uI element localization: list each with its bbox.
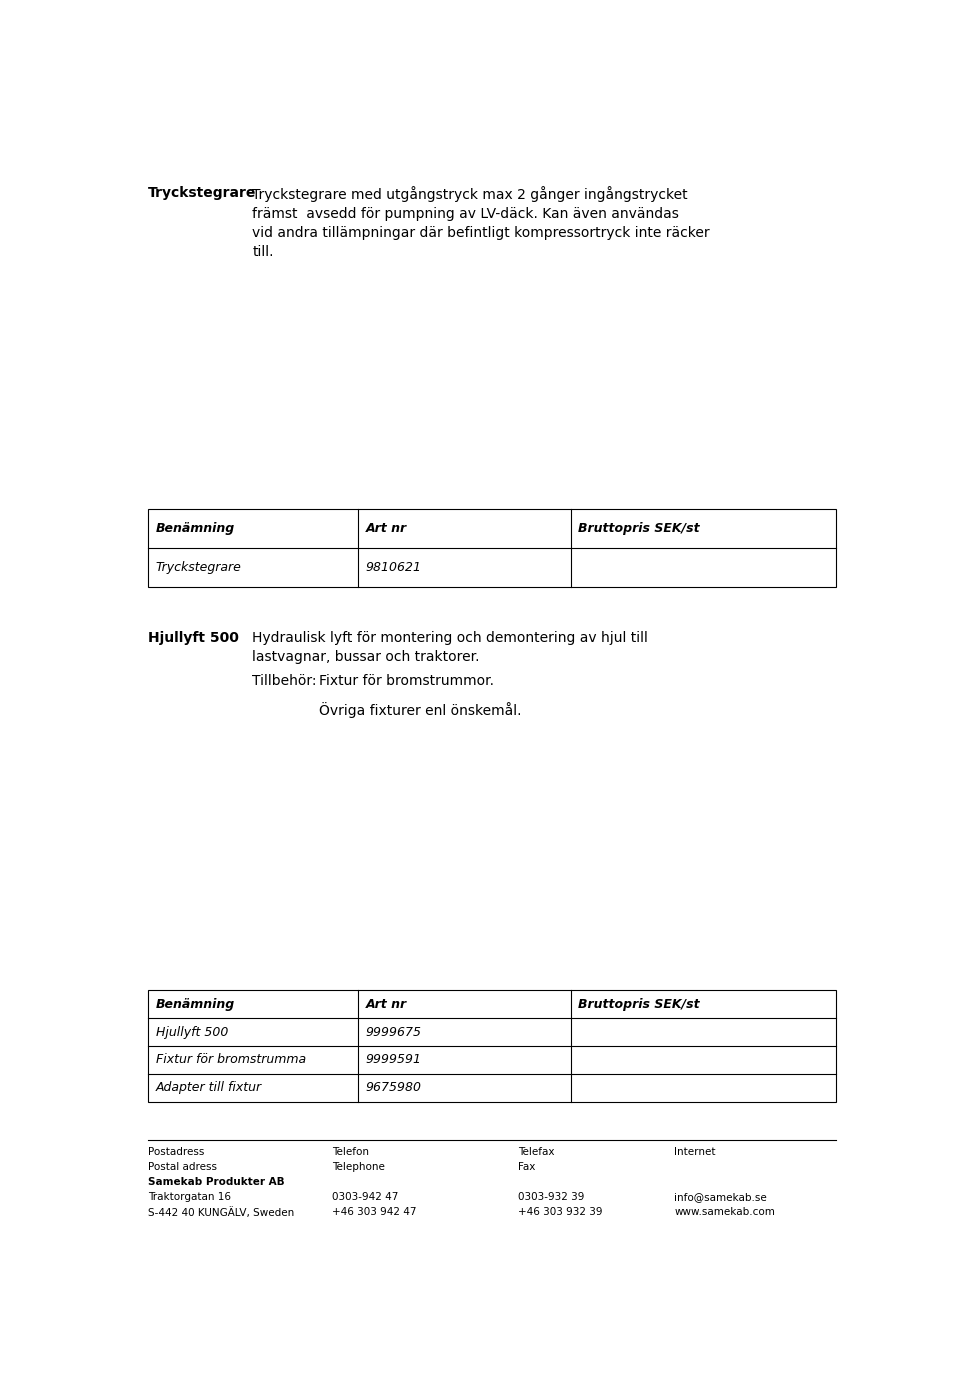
Text: Telefon: Telefon <box>332 1147 369 1157</box>
Text: Bruttopris SEK/st: Bruttopris SEK/st <box>579 522 700 535</box>
Text: info@samekab.se: info@samekab.se <box>674 1192 767 1201</box>
Text: 9810621: 9810621 <box>366 561 421 574</box>
Text: Bruttopris SEK/st: Bruttopris SEK/st <box>579 998 700 1011</box>
Text: Tryckstegrare: Tryckstegrare <box>148 187 256 200</box>
Text: Tillbehör:: Tillbehör: <box>252 674 317 688</box>
Text: Tryckstegrare med utgångstryck max 2 gånger ingångstrycket
främst  avsedd för pu: Tryckstegrare med utgångstryck max 2 gån… <box>252 187 710 259</box>
Text: Benämning: Benämning <box>156 998 235 1011</box>
Text: 0303-942 47: 0303-942 47 <box>332 1192 398 1201</box>
Text: Fax: Fax <box>518 1162 536 1172</box>
Text: +46 303 942 47: +46 303 942 47 <box>332 1207 417 1217</box>
Text: Postal adress: Postal adress <box>148 1162 217 1172</box>
Text: Fixtur för bromstrummor.: Fixtur för bromstrummor. <box>320 674 494 688</box>
Text: Art nr: Art nr <box>366 522 406 535</box>
Text: 9999675: 9999675 <box>366 1026 421 1038</box>
Bar <box>148 990 836 1101</box>
Bar <box>148 509 836 587</box>
Text: Tryckstegrare: Tryckstegrare <box>156 561 242 574</box>
Text: 9999591: 9999591 <box>366 1054 421 1066</box>
Text: Telephone: Telephone <box>332 1162 385 1172</box>
Text: Fixtur för bromstrumma: Fixtur för bromstrumma <box>156 1054 306 1066</box>
Text: Art nr: Art nr <box>366 998 406 1011</box>
Text: +46 303 932 39: +46 303 932 39 <box>518 1207 603 1217</box>
Text: www.samekab.com: www.samekab.com <box>674 1207 775 1217</box>
Text: Samekab Produkter AB: Samekab Produkter AB <box>148 1176 285 1187</box>
Text: Telefax: Telefax <box>518 1147 555 1157</box>
Text: Adapter till fixtur: Adapter till fixtur <box>156 1082 262 1094</box>
Text: Internet: Internet <box>674 1147 716 1157</box>
Text: S-442 40 KUNGÄLV, Sweden: S-442 40 KUNGÄLV, Sweden <box>148 1207 295 1218</box>
Text: Traktorgatan 16: Traktorgatan 16 <box>148 1192 231 1201</box>
Text: Hjullyft 500: Hjullyft 500 <box>148 631 239 644</box>
Text: Hydraulisk lyft för montering och demontering av hjul till
lastvagnar, bussar oc: Hydraulisk lyft för montering och demont… <box>252 631 648 664</box>
Text: Postadress: Postadress <box>148 1147 204 1157</box>
Text: Övriga fixturer enl önskemål.: Övriga fixturer enl önskemål. <box>320 702 522 718</box>
Text: Benämning: Benämning <box>156 522 235 535</box>
Text: 0303-932 39: 0303-932 39 <box>518 1192 585 1201</box>
Text: 9675980: 9675980 <box>366 1082 421 1094</box>
Text: Hjullyft 500: Hjullyft 500 <box>156 1026 228 1038</box>
